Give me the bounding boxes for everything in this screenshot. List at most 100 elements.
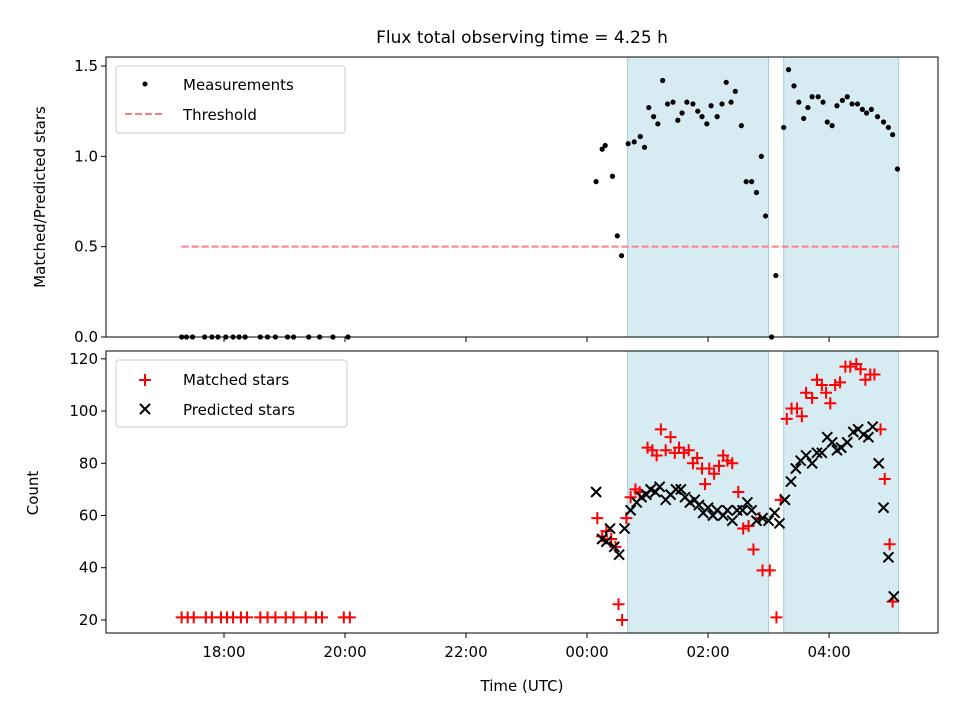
measurement-point bbox=[834, 103, 840, 109]
y-tick-label: 0.0 bbox=[74, 328, 98, 346]
predicted-star-point bbox=[756, 512, 769, 524]
y-tick-label: 20 bbox=[79, 611, 98, 629]
predicted-star-point bbox=[653, 481, 666, 493]
measurement-point bbox=[743, 179, 749, 185]
measurement-point bbox=[868, 106, 875, 112]
matched-star-point bbox=[780, 412, 793, 425]
measurement-point bbox=[801, 115, 807, 122]
predicted-star-point bbox=[726, 515, 738, 527]
bottom-panel-frame bbox=[105, 350, 939, 634]
predicted-star-point bbox=[721, 504, 734, 516]
predicted-star-point bbox=[702, 501, 714, 514]
measurement-point bbox=[732, 88, 738, 94]
legend-measurements-marker bbox=[142, 81, 148, 87]
measurement-point bbox=[675, 117, 681, 123]
matched-star-point bbox=[269, 611, 282, 624]
top-panel-frame bbox=[105, 56, 939, 338]
bottom-legend-box bbox=[115, 359, 348, 428]
predicted-star-point bbox=[882, 551, 895, 563]
predicted-star-point bbox=[790, 462, 802, 475]
top-legend: Measurements Threshold bbox=[115, 65, 346, 134]
matched-star-point bbox=[343, 611, 356, 624]
matched-star-point bbox=[883, 538, 896, 551]
legend-predicted-marker bbox=[139, 403, 151, 415]
matched-star-point bbox=[187, 611, 200, 624]
matched-star-point bbox=[712, 459, 725, 472]
measurement-point bbox=[602, 142, 608, 149]
bottom-panel: 20 40 60 80 100 120 18:00 20:00 22:00 00:00 02:00… bbox=[24, 350, 939, 695]
matched-star-point bbox=[287, 611, 300, 624]
legend-measurements-label: Measurements bbox=[183, 76, 294, 94]
matched-star-point bbox=[833, 376, 846, 389]
matched-star-point bbox=[624, 491, 637, 504]
x-tick-label: 00:00 bbox=[565, 643, 608, 661]
predicted-star-point bbox=[670, 483, 682, 496]
measurement-point bbox=[805, 104, 811, 111]
chart-title: Flux total observing time = 4.25 h bbox=[376, 28, 668, 48]
matched-star-point bbox=[815, 378, 828, 391]
bottom-legend: Matched stars Predicted stars bbox=[115, 359, 348, 428]
measurement-point bbox=[894, 166, 901, 172]
bottom-y-axis-label: Count bbox=[24, 471, 42, 516]
measurement-point bbox=[781, 124, 787, 131]
observing-window-0 bbox=[627, 350, 770, 634]
predicted-star-point bbox=[800, 449, 812, 462]
predicted-star-point bbox=[618, 522, 631, 535]
matched-star-point bbox=[844, 360, 857, 373]
matched-star-point bbox=[659, 444, 672, 457]
measurement-point bbox=[625, 141, 631, 147]
measurement-point bbox=[631, 139, 637, 145]
measurement-point bbox=[664, 101, 671, 107]
measurement-point bbox=[791, 83, 797, 89]
measurement-point bbox=[874, 114, 881, 120]
matched-star-point bbox=[770, 611, 783, 624]
predicted-star-point bbox=[768, 507, 781, 519]
matched-star-point bbox=[664, 431, 677, 444]
matched-star-point bbox=[299, 611, 312, 624]
measurement-point bbox=[670, 99, 676, 105]
y-tick-label: 40 bbox=[79, 559, 98, 577]
predicted-star-point bbox=[590, 486, 602, 498]
matched-star-point bbox=[795, 410, 808, 423]
predicted-star-point bbox=[736, 504, 749, 516]
matched-star-point bbox=[591, 512, 604, 525]
predicted-star-point bbox=[773, 517, 786, 530]
measurement-point bbox=[773, 272, 779, 279]
measurement-point bbox=[749, 179, 755, 185]
predicted-star-point bbox=[600, 535, 613, 548]
measurement-point bbox=[684, 99, 690, 105]
measurement-point bbox=[762, 213, 769, 219]
matched-star-point bbox=[791, 402, 804, 415]
measurement-point bbox=[660, 77, 666, 84]
measurement-point bbox=[880, 119, 887, 125]
measurement-point bbox=[690, 101, 696, 107]
measurement-point bbox=[738, 123, 744, 129]
predicted-star-point bbox=[888, 590, 900, 603]
y-tick-label: 100 bbox=[69, 402, 98, 420]
predicted-star-point bbox=[816, 447, 828, 459]
matched-star-point bbox=[732, 486, 745, 498]
observing-window-1 bbox=[783, 350, 900, 634]
y-tick-label: 0.5 bbox=[74, 238, 98, 256]
predicted-star-point bbox=[877, 501, 890, 514]
predicted-star-point bbox=[604, 522, 616, 535]
x-tick-label: 02:00 bbox=[686, 643, 729, 661]
matched-star-point bbox=[691, 452, 704, 465]
measurement-point bbox=[593, 179, 599, 185]
measurement-point bbox=[815, 94, 821, 100]
predicted-star-point bbox=[624, 504, 637, 516]
matched-star-point bbox=[878, 472, 891, 485]
measurement-point bbox=[618, 253, 625, 259]
measurement-point bbox=[728, 99, 734, 105]
predicted-star-point bbox=[866, 421, 879, 433]
top-panel: 0.0 0.5 1.0 1.5 Matched/Predicted stars Mea… bbox=[31, 56, 939, 346]
measurement-point bbox=[609, 173, 616, 179]
predicted-star-point bbox=[841, 436, 853, 449]
y-tick-label: 1.0 bbox=[74, 147, 98, 165]
x-axis-label: Time (UTC) bbox=[480, 677, 564, 695]
measurement-point bbox=[890, 132, 896, 138]
observing-window-0 bbox=[627, 56, 770, 338]
matched-star-point bbox=[806, 392, 819, 404]
x-tick-label: 04:00 bbox=[807, 643, 850, 661]
y-tick-label: 1.5 bbox=[74, 57, 98, 75]
